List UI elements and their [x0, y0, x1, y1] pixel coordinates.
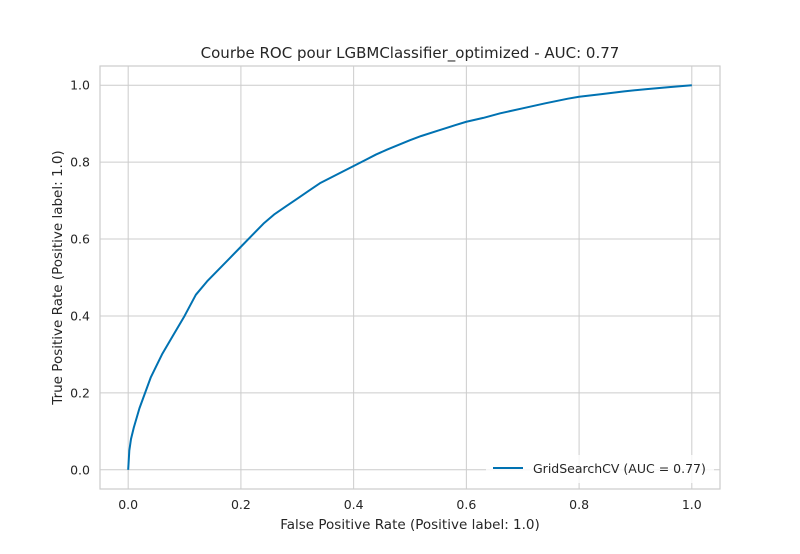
x-tick-label: 0.8	[569, 497, 589, 512]
y-tick-label: 1.0	[70, 78, 90, 93]
y-tick-label: 0.0	[70, 462, 90, 477]
legend-label: GridSearchCV (AUC = 0.77)	[533, 461, 706, 476]
series-layer	[127, 84, 692, 470]
legend: GridSearchCV (AUC = 0.77)	[486, 455, 714, 483]
legend-box	[486, 455, 714, 483]
y-tick-label: 0.2	[70, 385, 90, 400]
roc-curve-line	[127, 84, 692, 470]
y-tick-label: 0.8	[70, 155, 90, 170]
x-tick-label: 0.4	[344, 497, 364, 512]
x-tick-label: 0.6	[456, 497, 476, 512]
x-tick-label: 0.2	[231, 497, 251, 512]
x-tick-labels: 0.0 0.2 0.4 0.6 0.8 1.0	[118, 497, 702, 512]
x-tick-label: 1.0	[682, 497, 702, 512]
plot-frame	[99, 65, 721, 490]
y-tick-label: 0.6	[70, 232, 90, 247]
y-axis-label: True Positive Rate (Positive label: 1.0)	[50, 150, 66, 405]
x-axis-label: False Positive Rate (Positive label: 1.0…	[280, 517, 540, 533]
chart-title: Courbe ROC pour LGBMClassifier_optimized…	[201, 44, 620, 63]
x-tick-label: 0.0	[118, 497, 138, 512]
grid	[100, 66, 720, 489]
y-tick-label: 0.4	[70, 308, 90, 323]
y-tick-labels: 0.0 0.2 0.4 0.6 0.8 1.0	[70, 78, 90, 478]
